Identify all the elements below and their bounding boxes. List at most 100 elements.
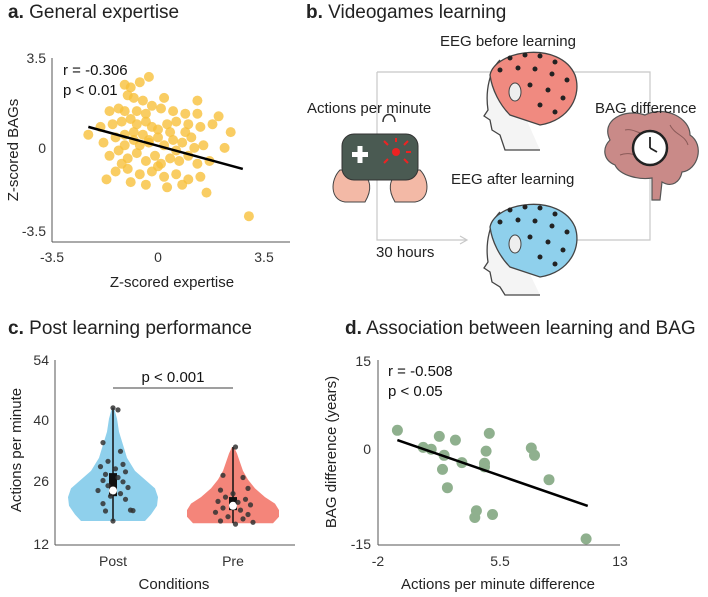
scatter-point (529, 449, 540, 461)
panel-c-ylabel: Actions per minute (8, 388, 25, 512)
panel-d-fit-line (396, 438, 589, 508)
data-point (215, 498, 221, 504)
scatter-point (225, 127, 236, 138)
data-point (242, 496, 249, 502)
panel-a-title: a. General expertise (8, 2, 179, 23)
panel-a-xtick: -3.5 (40, 249, 64, 265)
panel-c-letter: c. (8, 318, 24, 339)
panel-d-xtick: -2 (372, 553, 385, 569)
panel-d-xtick: 5.5 (490, 553, 510, 569)
scatter-point (143, 71, 154, 82)
scatter-point (83, 129, 94, 140)
data-point (232, 444, 239, 450)
scatter-point (189, 142, 200, 153)
scatter-point (131, 148, 142, 159)
scatter-point (140, 179, 151, 190)
scatter-point (153, 132, 163, 143)
scatter-point (159, 171, 170, 182)
eeg-cap-red (489, 51, 578, 126)
data-point (217, 518, 224, 524)
data-point (120, 461, 126, 467)
scatter-point (107, 119, 118, 130)
panel-d-r-value: r = -0.508 (388, 363, 453, 380)
data-point (112, 466, 119, 472)
scatter-point (479, 457, 490, 469)
scatter-point (470, 505, 482, 517)
scatter-point (480, 445, 492, 457)
data-point (117, 491, 124, 497)
data-point (220, 505, 226, 511)
scatter-point (180, 108, 191, 119)
data-point (225, 514, 231, 520)
data-point (95, 487, 101, 494)
scatter-point (140, 156, 151, 166)
panel-a-p-value: p < 0.01 (63, 82, 118, 99)
hours-label: 30 hours (376, 244, 434, 261)
panel-c-ytick: 12 (33, 536, 49, 552)
scatter-point (433, 430, 445, 442)
median-marker (229, 501, 237, 510)
scatter-point (162, 182, 173, 193)
scatter-point (128, 127, 139, 138)
scatter-point (150, 150, 160, 161)
data-point (245, 511, 251, 518)
scatter-point (165, 153, 176, 164)
data-point (100, 477, 106, 484)
scatter-point (128, 92, 139, 103)
scatter-point (192, 95, 203, 106)
data-point (105, 483, 111, 489)
data-point (97, 464, 104, 470)
panel-c-title: c. Post learning performance (8, 318, 252, 339)
scatter-point (131, 106, 142, 117)
data-point (102, 508, 109, 514)
scatter-point (168, 106, 179, 117)
panel-a-chart: 3.5 0 -3.5 -3.5 0 3.5 Z-scored expertise… (5, 50, 290, 291)
data-point (115, 407, 121, 413)
panel-d-ytick: 0 (363, 441, 371, 457)
eeg-after-label: EEG after learning (451, 171, 574, 188)
scatter-point (195, 121, 206, 132)
panel-b-letter: b. (306, 2, 323, 23)
data-point (247, 502, 254, 508)
panel-c-ytick: 54 (33, 352, 49, 368)
actions-label: Actions per minute (307, 100, 431, 117)
panel-a-xlabel: Z-scored expertise (110, 274, 234, 291)
scatter-point (177, 137, 188, 148)
scatter-point (125, 82, 136, 93)
panel-a-r-value: r = -0.306 (63, 62, 128, 79)
scatter-point (159, 92, 170, 103)
scatter-point (483, 427, 495, 439)
data-point (217, 487, 224, 493)
panel-d-ytick: -15 (351, 536, 371, 552)
scatter-point (192, 108, 203, 119)
data-point (220, 472, 226, 478)
panel-a-ytick: 0 (38, 140, 46, 156)
panel-d-ytick: 15 (355, 353, 371, 369)
data-point (240, 516, 246, 522)
data-point (122, 469, 129, 475)
diagram-flow-left (376, 72, 466, 241)
panel-a-ytick: -3.5 (22, 223, 46, 239)
data-point (122, 496, 129, 502)
panel-b-diagram: EEG before learning EEG after learning A… (307, 33, 699, 296)
panel-d-points (391, 424, 592, 545)
scatter-point (171, 169, 182, 180)
panel-a-letter: a. (8, 2, 24, 23)
data-point (240, 474, 246, 481)
scatter-point (104, 106, 115, 117)
head-after-icon (483, 203, 578, 296)
scatter-point (174, 156, 185, 166)
iqr-box (109, 473, 117, 497)
data-point (117, 448, 124, 454)
data-point (107, 493, 114, 499)
scatter-point (116, 116, 127, 127)
scatter-point (125, 177, 136, 188)
panel-a-ylabel: Z-scored BAGs (5, 99, 22, 202)
bag-difference-label: BAG difference (595, 100, 696, 117)
panel-a-xtick: 3.5 (254, 249, 274, 265)
data-point (212, 509, 219, 515)
panel-c-elements (95, 405, 256, 527)
brain-clock-icon (604, 110, 699, 201)
scatter-point (146, 100, 157, 111)
panel-c-ytick: 40 (33, 412, 49, 428)
